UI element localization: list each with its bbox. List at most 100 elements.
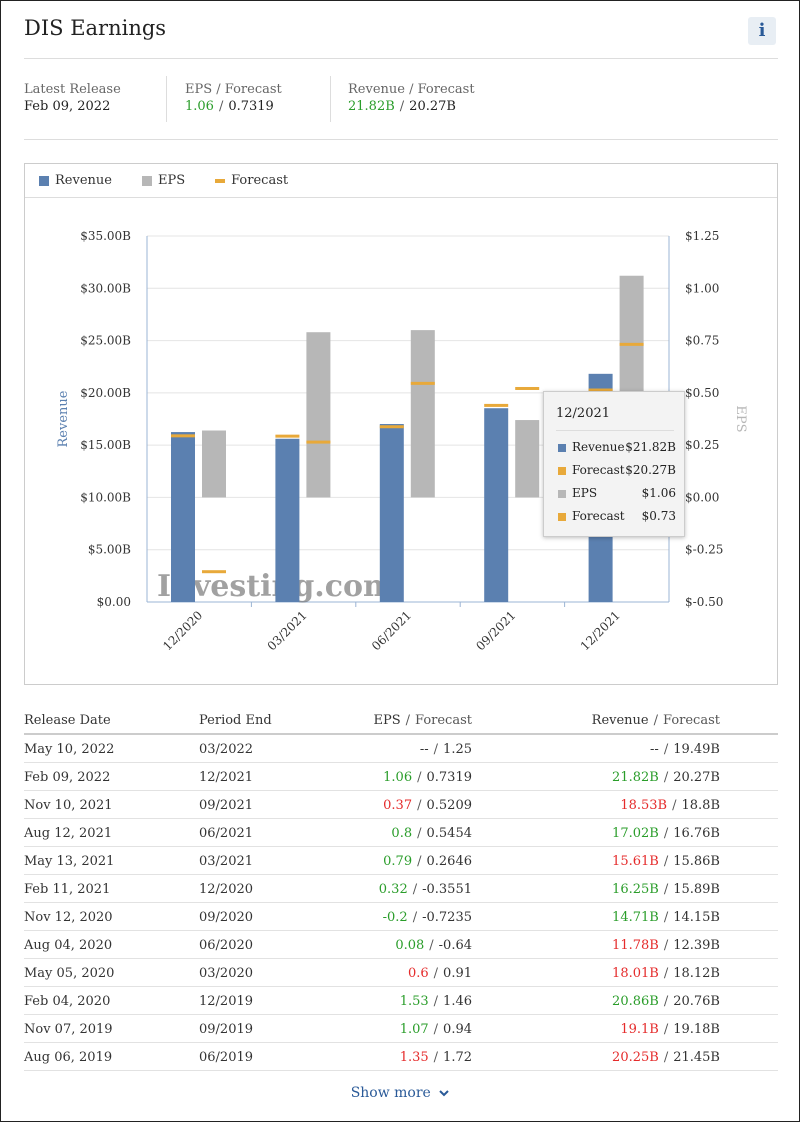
period-end-cell: 09/2021 (199, 798, 254, 813)
table-row: Nov 10, 2021 09/2021 0.37/0.5209 18.53B/18.… (24, 791, 778, 819)
revenue-actual: 16.25B (612, 882, 659, 897)
eps-actual: 0.08 (395, 938, 425, 953)
tooltip-row: EPS $1.06 (558, 486, 676, 502)
release-date-cell: Nov 07, 2019 (24, 1022, 113, 1037)
revenue-cell: 19.1B / 19.18B (620, 1022, 720, 1037)
category-label: 12/2020 (160, 608, 205, 653)
eps-forecast-mark (202, 570, 226, 574)
table-row: Feb 09, 2022 12/2021 1.06 / 0.7319 21.82B / 20.… (24, 763, 778, 791)
release-date-cell: Nov 10, 2021 (24, 798, 113, 813)
revenue-actual: 17.02B (612, 826, 659, 841)
legend-divider (25, 197, 777, 198)
eps-forecast: -0.64 (438, 938, 472, 953)
revenue-forecast: 16.76B (673, 826, 720, 841)
legend-swatch (39, 175, 49, 186)
revenue-forecast: 21.45B (673, 1050, 720, 1065)
revenue-cell: 21.82B / 20.27B (612, 770, 720, 785)
info-button[interactable]: i (748, 17, 776, 45)
legend-swatch (141, 175, 152, 186)
eps-forecast: 0.7319 (426, 770, 473, 785)
legend-item-eps[interactable]: EPS (141, 173, 185, 188)
header-release-date[interactable]: Release Date (24, 713, 111, 728)
release-date-cell: May 13, 2021 (24, 854, 115, 869)
tooltip-row: Forecast $0.73 (558, 509, 676, 525)
revenue-actual: 20.25B (612, 1050, 659, 1065)
eps-actual: 0.32 (378, 882, 408, 897)
header-eps-forecast-label[interactable]: Forecast (415, 713, 472, 728)
slash: / (433, 742, 439, 757)
revenue-forecast-mark (275, 434, 300, 438)
category-label: 12/2021 (578, 608, 623, 653)
period-end-cell: 09/2020 (199, 910, 254, 925)
release-date-cell: Nov 12, 2020 (24, 910, 113, 925)
show-more-button[interactable]: Show more (0, 1085, 800, 1101)
slash: / (663, 994, 669, 1009)
release-date-cell: Feb 04, 2020 (24, 994, 111, 1009)
eps-actual: -0.2 (382, 910, 408, 925)
header-eps[interactable]: EPS (373, 713, 401, 728)
table-row: Nov 07, 2019 09/2019 1.07 / 0.94 19.1B / 19.18B (24, 1015, 778, 1043)
eps-bar (306, 332, 331, 498)
release-date-cell: Aug 06, 2019 (24, 1050, 113, 1065)
table-header: Release Date Period End EPS / Forecast Rev… (24, 706, 778, 735)
legend-label: Revenue (55, 173, 112, 188)
revenue-actual: 15.61B (612, 854, 659, 869)
table-row: Aug 06, 2019 06/2019 1.35 / 1.72 20.25B / 21.45… (24, 1043, 778, 1071)
eps-cell: 0.79 / 0.2646 (383, 854, 472, 869)
slash: / (405, 713, 411, 728)
table-row: Feb 11, 2021 12/2020 0.32 / -0.3551 16.25B / 15… (24, 875, 778, 903)
slash: / (399, 99, 405, 114)
table-row: May 13, 2021 03/2021 0.79/0.2646 15.61B/15.… (24, 847, 778, 875)
eps-cell: -- / 1.25 (420, 742, 472, 757)
revenue-forecast-label: Revenue / Forecast (348, 82, 475, 97)
eps-bar (515, 420, 540, 498)
eps-actual: 0.8 (391, 826, 413, 841)
revenue-actual: 21.82B (612, 770, 659, 785)
release-date-cell: Feb 11, 2021 (24, 882, 111, 897)
revenue-actual: 20.86B (612, 994, 659, 1009)
header-revenue[interactable]: Revenue (591, 713, 649, 728)
chart-tooltip: 12/2021 Revenue $21.82B Forecast $20.27B E… (543, 391, 685, 537)
eps-forecast-value: 1.06 / 0.7319 (185, 99, 274, 114)
eps-cell: 0.8 / 0.5454 (391, 826, 472, 841)
tooltip-swatch (558, 513, 566, 521)
summary-separator (166, 76, 167, 122)
header-revenue-forecast-label[interactable]: Forecast (663, 713, 720, 728)
revenue-forecast-mark (588, 388, 613, 392)
revenue-actual: 21.82B (348, 99, 395, 114)
eps-forecast: -0.7235 (422, 910, 472, 925)
chart-plot: $0.00 $5.00B $10.00B $15.00B $20.00B $25.00B $… (56, 229, 748, 653)
right-axis-title: EPS (733, 405, 748, 432)
slash: / (663, 854, 669, 869)
legend-item-revenue[interactable]: Revenue (39, 173, 112, 188)
revenue-bar (171, 432, 195, 602)
legend-item-forecast[interactable]: Forecast (215, 173, 288, 188)
category-label: 09/2021 (473, 608, 518, 653)
eps-bar (202, 430, 226, 498)
eps-forecast-mark (619, 342, 644, 346)
eps-forecast: -0.3551 (422, 882, 472, 897)
left-tick-label: $15.00B (80, 438, 131, 452)
revenue-forecast: 18.12B (673, 966, 720, 981)
eps-forecast: 0.2646 (426, 854, 473, 869)
revenue-cell: 16.25B / 15.89B (612, 882, 720, 897)
revenue-forecast-mark (484, 403, 509, 407)
slash: / (417, 798, 422, 813)
table-body: May 10, 2022 03/2022 -- / 1.25 -- / 19.49B Feb 0… (24, 735, 778, 1071)
slash: / (663, 826, 669, 841)
slash: / (653, 713, 659, 728)
table-row: Nov 12, 2020 09/2020 -0.2/-0.7235 14.71B/14… (24, 903, 778, 931)
eps-forecast-label: EPS / Forecast (185, 82, 282, 97)
left-tick-label: $30.00B (80, 281, 131, 295)
slash: / (218, 99, 224, 114)
tooltip-swatch (558, 490, 566, 498)
slash: / (433, 1050, 439, 1065)
header-period-end[interactable]: Period End (199, 713, 272, 728)
eps-forecast: 0.94 (443, 1022, 472, 1037)
table-row: Feb 04, 2020 12/2019 1.53 / 1.46 20.86B / 20.76… (24, 987, 778, 1015)
period-end-cell: 09/2019 (199, 1022, 254, 1037)
release-date-cell: May 05, 2020 (24, 966, 115, 981)
table-row: May 05, 2020 03/2020 0.6 / 0.91 18.01B / 18.12B (24, 959, 778, 987)
period-end-cell: 06/2019 (199, 1050, 254, 1065)
eps-forecast-mark (306, 440, 331, 444)
